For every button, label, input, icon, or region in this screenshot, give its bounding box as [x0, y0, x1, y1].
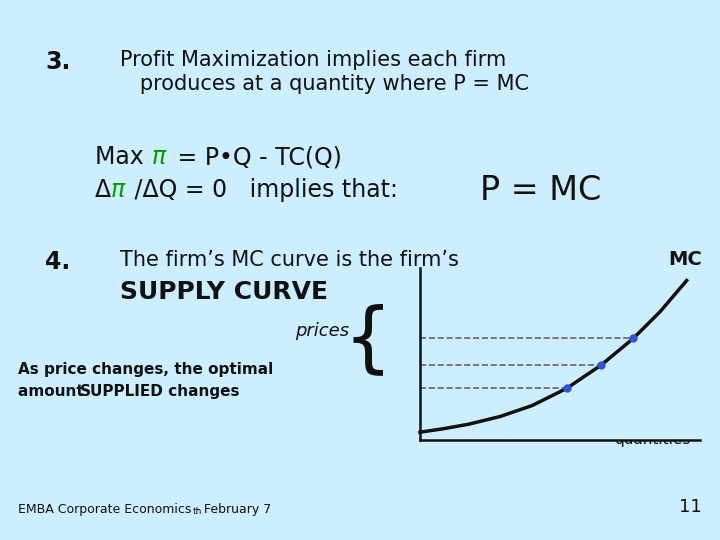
Text: SUPPLY CURVE: SUPPLY CURVE: [120, 280, 328, 304]
Text: π: π: [152, 145, 166, 169]
Text: amount: amount: [18, 384, 89, 399]
Text: 4.: 4.: [45, 250, 71, 274]
Text: produces at a quantity where P = MC: produces at a quantity where P = MC: [120, 74, 529, 94]
Text: {: {: [343, 303, 392, 377]
Text: EMBA Corporate Economics - February 7: EMBA Corporate Economics - February 7: [18, 503, 271, 516]
Text: quantities: quantities: [614, 432, 690, 447]
Text: 3.: 3.: [45, 50, 71, 74]
Text: SUPPLIED: SUPPLIED: [80, 384, 164, 399]
Text: /ΔQ = 0   implies that:: /ΔQ = 0 implies that:: [127, 178, 398, 202]
Text: Max: Max: [95, 145, 151, 169]
Text: The firm’s MC curve is the firm’s: The firm’s MC curve is the firm’s: [120, 250, 459, 270]
Text: th: th: [193, 507, 202, 516]
Text: = P•Q - TC(Q): = P•Q - TC(Q): [170, 145, 342, 169]
Text: As price changes, the optimal: As price changes, the optimal: [18, 362, 274, 377]
Text: prices: prices: [295, 322, 349, 340]
Text: 11: 11: [679, 498, 702, 516]
Text: π: π: [111, 178, 125, 202]
Text: Profit Maximization implies each firm: Profit Maximization implies each firm: [120, 50, 506, 70]
Text: P = MC: P = MC: [480, 174, 601, 207]
Text: Δ: Δ: [95, 178, 111, 202]
Text: changes: changes: [163, 384, 240, 399]
Text: MC: MC: [668, 250, 702, 269]
